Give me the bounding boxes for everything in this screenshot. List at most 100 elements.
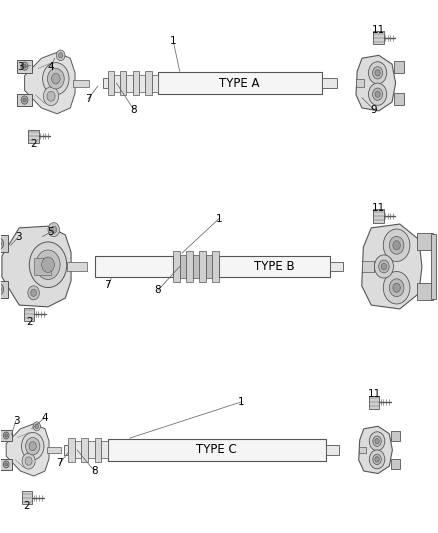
Text: 11: 11 [372,203,385,213]
Circle shape [58,53,63,58]
Text: 3: 3 [15,232,21,243]
Bar [28,130,39,143]
Circle shape [21,96,28,104]
Bar [186,251,193,282]
Circle shape [393,241,400,250]
Circle shape [373,67,383,79]
Circle shape [373,436,381,447]
Text: 1: 1 [237,397,244,407]
Bar [103,78,108,88]
Text: 2: 2 [26,317,32,327]
Text: 8: 8 [155,286,161,295]
Polygon shape [0,459,12,470]
Polygon shape [394,61,404,73]
Circle shape [0,241,1,246]
Bar [373,31,384,44]
Polygon shape [359,426,392,473]
Bar [206,255,212,278]
Text: 8: 8 [131,104,137,115]
Bar [95,256,173,277]
Circle shape [5,434,7,437]
Bar [47,447,61,453]
Polygon shape [25,52,75,114]
Circle shape [369,450,385,469]
Polygon shape [417,233,433,250]
Bar [173,251,180,282]
Text: 2: 2 [30,139,37,149]
Circle shape [389,279,404,297]
Circle shape [21,432,44,460]
Circle shape [22,453,35,469]
Circle shape [375,91,380,98]
Text: 1: 1 [215,214,223,224]
Bar [64,445,68,455]
Circle shape [25,457,32,465]
Bar [321,78,337,88]
Bar [88,441,95,458]
Text: 3: 3 [17,62,24,72]
Circle shape [0,287,1,292]
Circle shape [368,62,387,84]
Bar [95,438,101,462]
Text: TYPE B: TYPE B [254,260,295,273]
Circle shape [52,74,60,84]
Bar [108,71,114,95]
Circle shape [383,271,410,304]
Text: 4: 4 [48,62,54,72]
Circle shape [375,457,379,462]
Bar [180,255,186,278]
Circle shape [4,461,9,468]
Bar [67,262,87,271]
Polygon shape [391,458,399,469]
Circle shape [51,226,57,233]
Circle shape [23,64,26,68]
Circle shape [36,250,60,279]
Polygon shape [394,93,404,105]
Circle shape [43,87,59,106]
Bar [120,71,127,95]
Circle shape [5,463,7,466]
Bar [108,439,326,461]
Bar [73,79,89,86]
Circle shape [48,223,60,237]
Circle shape [57,50,65,61]
Bar [139,75,145,92]
Polygon shape [356,55,396,111]
Polygon shape [362,224,422,309]
Bar [359,447,366,453]
Circle shape [389,236,404,254]
Circle shape [0,238,4,249]
Bar [152,75,158,92]
Circle shape [0,284,4,295]
Bar [330,262,343,271]
Text: 4: 4 [41,413,48,423]
Circle shape [369,432,385,450]
Circle shape [4,432,9,439]
Polygon shape [0,280,8,298]
Polygon shape [18,94,32,107]
Circle shape [375,70,380,76]
Circle shape [23,98,26,102]
Text: 11: 11 [372,25,385,35]
Text: 2: 2 [24,500,30,511]
Bar [356,79,364,87]
Bar [369,395,379,409]
Circle shape [383,229,410,262]
Bar [219,256,330,277]
Circle shape [31,289,36,296]
Text: 5: 5 [48,227,54,237]
Circle shape [368,83,387,106]
Circle shape [25,438,40,455]
Bar [133,71,139,95]
Polygon shape [6,424,49,476]
Bar [114,75,120,92]
Bar [158,72,321,94]
Bar [75,441,81,458]
Text: 8: 8 [91,466,98,476]
Text: 7: 7 [57,458,63,468]
Polygon shape [18,60,32,72]
Bar [373,209,384,222]
Bar [101,441,108,458]
Circle shape [393,283,400,292]
Circle shape [21,62,28,70]
